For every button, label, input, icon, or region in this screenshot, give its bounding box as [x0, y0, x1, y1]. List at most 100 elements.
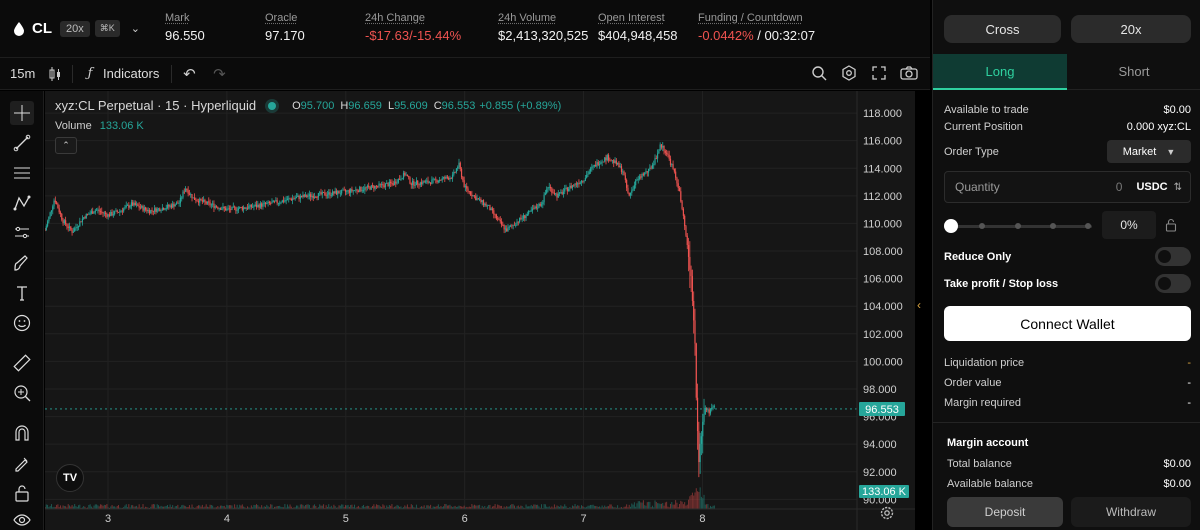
candle-body [491, 208, 494, 211]
volume-bar [577, 505, 579, 509]
slider-tick[interactable] [1050, 223, 1056, 229]
volume-bar [669, 503, 671, 509]
candle-body [373, 185, 375, 189]
fullscreen-icon[interactable] [870, 64, 888, 82]
leverage-button[interactable]: 20x [1071, 15, 1191, 43]
candle-body [315, 196, 317, 198]
fib-icon[interactable] [10, 161, 34, 185]
collapse-panel-arrow-icon[interactable]: ‹ [917, 298, 921, 312]
candle-body [446, 176, 448, 178]
slider-handle[interactable] [944, 219, 958, 233]
candle-body [235, 207, 237, 211]
eye-icon[interactable] [10, 508, 34, 530]
candle-body [607, 155, 610, 161]
zoom-in-icon[interactable] [10, 381, 34, 405]
size-slider[interactable] [944, 219, 1092, 233]
slider-tick[interactable] [1015, 223, 1021, 229]
candle-body [713, 405, 715, 407]
brush-icon[interactable] [10, 251, 34, 275]
volume-bar [408, 507, 410, 509]
lock-icon[interactable] [10, 481, 34, 505]
volume-bar [203, 507, 205, 509]
candle-body [129, 206, 131, 208]
candle-body [339, 193, 341, 195]
lock-icon[interactable] [1165, 218, 1177, 232]
volume-bar [445, 504, 447, 509]
reduce-only-toggle[interactable] [1155, 247, 1191, 266]
order-type-select[interactable]: Market ▼ [1107, 140, 1191, 163]
settings-icon[interactable] [810, 64, 828, 82]
crosshair-icon[interactable] [10, 101, 34, 125]
symbol-selector[interactable]: CL 20x ⌘K ⌄ [0, 0, 160, 57]
chart-settings-gear-icon[interactable] [879, 505, 895, 521]
undo-icon[interactable]: ↶ [183, 65, 196, 83]
candle-body [107, 214, 109, 217]
candle-body [383, 185, 385, 188]
hexagon-settings-icon[interactable] [840, 64, 858, 82]
candle-body [650, 167, 652, 169]
pattern-icon[interactable] [10, 191, 34, 215]
chart-canvas[interactable]: 118.000 116.000 114.000 112.000 110.000 108.0… [45, 91, 915, 530]
candle-body [596, 162, 598, 167]
volume-bar [87, 507, 89, 509]
timeframe-button[interactable]: 15m [10, 66, 36, 81]
candle-body [75, 227, 77, 229]
candle-body [240, 207, 242, 208]
chevron-down-icon[interactable]: ⌄ [130, 23, 140, 35]
candle-body [553, 192, 556, 195]
volume-bar [261, 505, 263, 509]
quantity-value: 0 [1115, 180, 1123, 194]
volume-bar [108, 507, 110, 509]
indicators-button[interactable]: Indicators [103, 66, 160, 81]
trendline-icon[interactable] [10, 131, 34, 155]
magnet-icon[interactable] [10, 421, 34, 445]
volume-bar [406, 504, 408, 509]
redo-icon[interactable]: ↷ [213, 65, 226, 83]
candles-icon[interactable] [46, 65, 64, 83]
position-icon[interactable] [10, 221, 34, 245]
volume-bar [544, 504, 546, 509]
candle-body [298, 195, 300, 199]
volume-bar [47, 504, 49, 509]
volume-bar [623, 506, 625, 509]
volume-bar [65, 506, 67, 509]
price-chart[interactable]: 118.000 116.000 114.000 112.000 110.000 108.0… [45, 91, 915, 530]
volume-bar [120, 507, 122, 509]
volume-bar [301, 504, 303, 509]
slider-tick[interactable] [1085, 223, 1091, 229]
tab-long[interactable]: Long [933, 54, 1067, 90]
lock-drawing-icon[interactable] [10, 451, 34, 475]
candle-body [362, 190, 365, 191]
volume-bar [142, 504, 144, 509]
connect-wallet-button[interactable]: Connect Wallet [944, 306, 1191, 341]
tab-short[interactable]: Short [1067, 54, 1200, 90]
candle-body [173, 203, 175, 207]
volume-bar [303, 506, 305, 509]
volume-bar [105, 505, 107, 509]
quantity-unit[interactable]: USDC [1136, 181, 1168, 193]
margin-mode-button[interactable]: Cross [944, 15, 1061, 43]
slider-track[interactable] [950, 225, 1092, 228]
volume-bar [404, 505, 406, 509]
collapse-legend-button[interactable]: ⌃ [55, 137, 77, 154]
ruler-icon[interactable] [10, 351, 34, 375]
candle-body [564, 188, 566, 192]
tradingview-logo[interactable]: TV [56, 464, 84, 492]
volume-bar [245, 507, 247, 509]
withdraw-button[interactable]: Withdraw [1071, 497, 1191, 527]
emoji-icon[interactable] [10, 311, 34, 335]
slider-tick[interactable] [979, 223, 985, 229]
tpsl-toggle[interactable] [1155, 274, 1191, 293]
swap-unit-icon[interactable]: ⇅ [1173, 181, 1182, 193]
candle-body [632, 188, 634, 191]
volume-bar [693, 495, 695, 509]
camera-icon[interactable] [900, 64, 918, 82]
volume-bar [659, 503, 661, 509]
percent-input[interactable]: 0% [1102, 211, 1156, 239]
candle-body [641, 173, 643, 178]
deposit-button[interactable]: Deposit [947, 497, 1063, 527]
candle-body [130, 202, 133, 207]
quantity-input[interactable]: Quantity 0 USDC ⇅ [944, 171, 1191, 203]
text-icon[interactable] [10, 281, 34, 305]
fx-icon[interactable]: ƒ [87, 66, 93, 81]
